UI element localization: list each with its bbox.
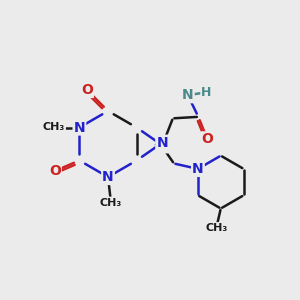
Text: N: N — [102, 170, 114, 184]
Text: O: O — [49, 164, 61, 178]
Text: H: H — [201, 86, 212, 99]
Text: O: O — [201, 132, 213, 146]
Text: N: N — [192, 162, 204, 176]
Text: CH₃: CH₃ — [43, 122, 65, 133]
Text: N: N — [157, 136, 168, 150]
Text: CH₃: CH₃ — [205, 223, 227, 233]
Text: N: N — [182, 88, 194, 102]
Text: N: N — [74, 121, 85, 134]
Text: CH₃: CH₃ — [100, 197, 122, 208]
Text: O: O — [81, 83, 93, 97]
Text: N: N — [157, 138, 168, 152]
